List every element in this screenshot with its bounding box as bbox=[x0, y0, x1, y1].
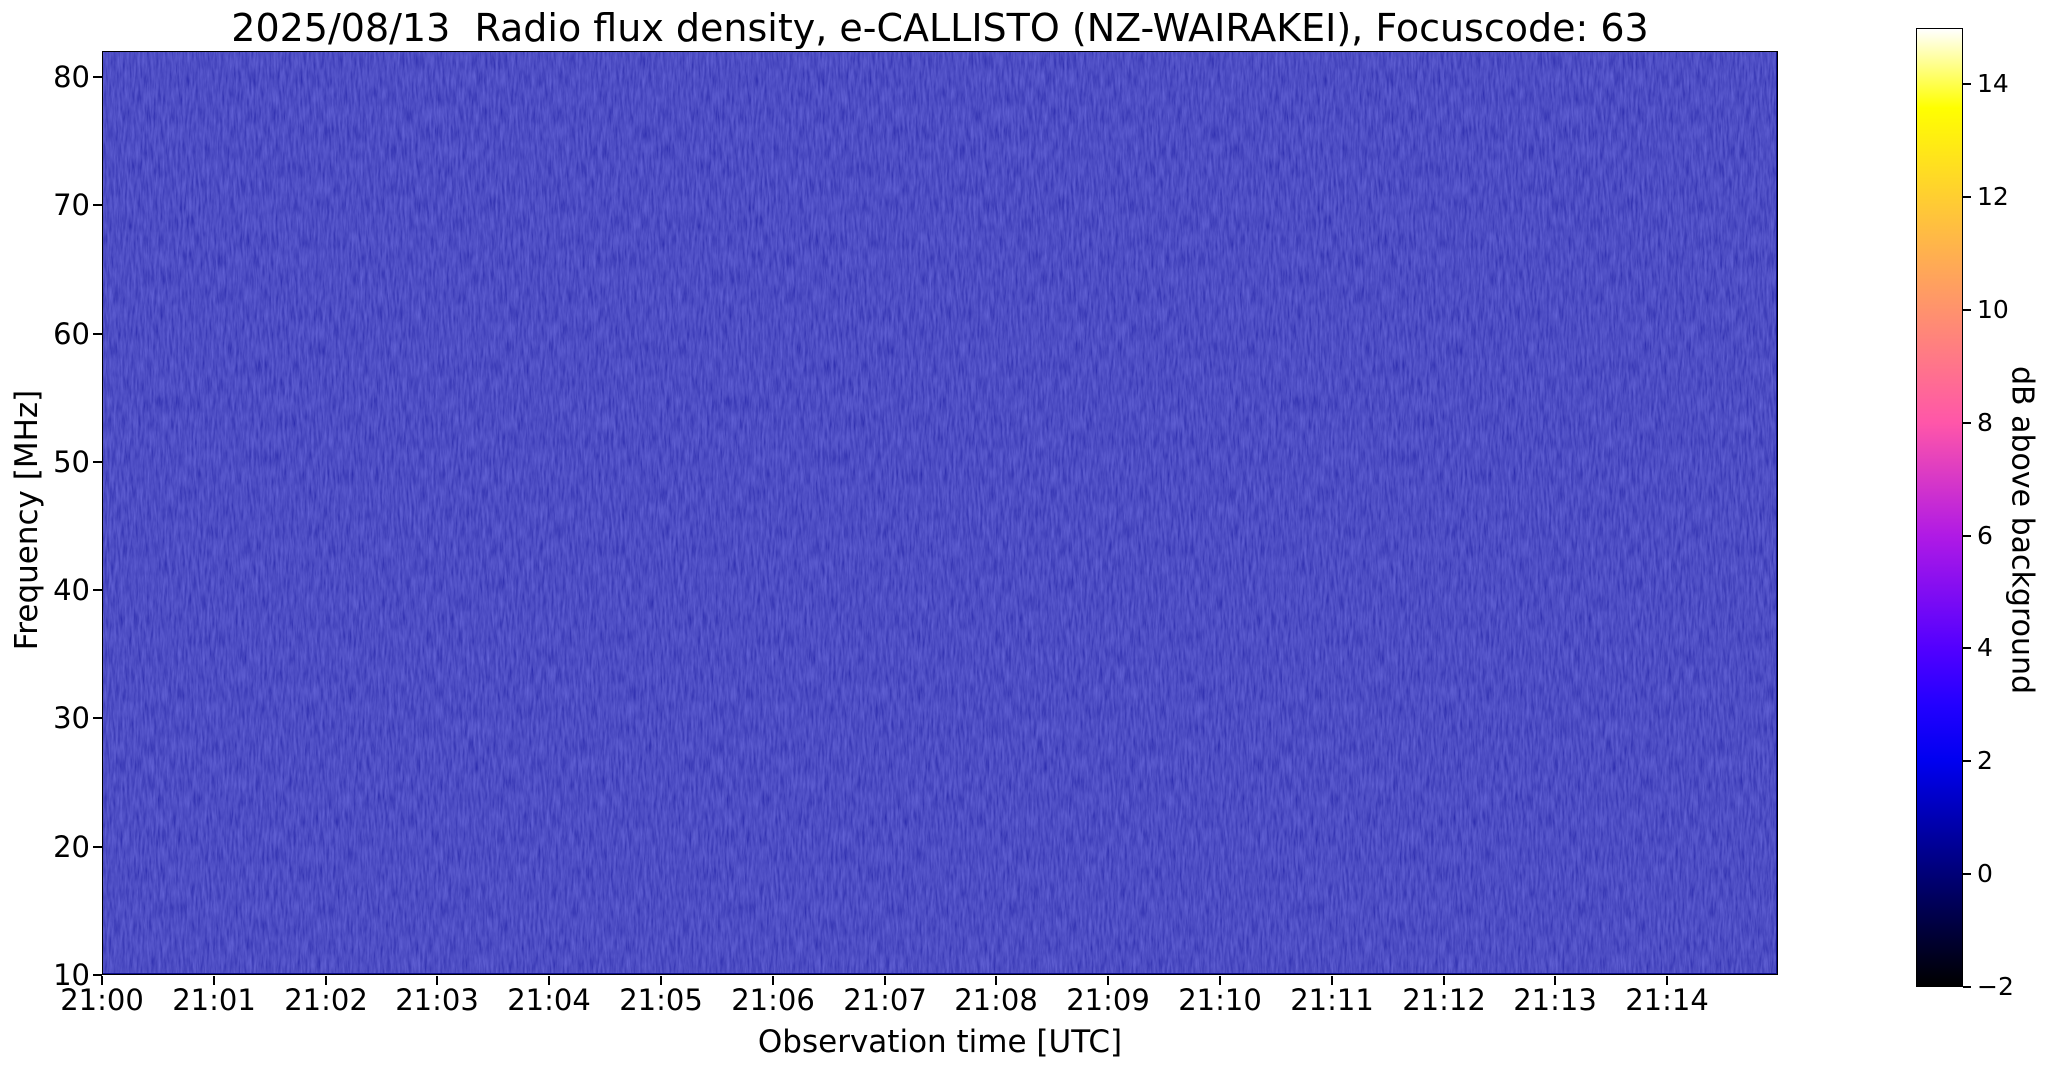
y-tick-mark bbox=[93, 974, 102, 976]
colorbar-tick-label: 12 bbox=[1977, 182, 2009, 211]
colorbar-tick-label: 0 bbox=[1977, 859, 1993, 888]
x-tick-mark bbox=[1107, 976, 1109, 985]
spectrogram-noise-image bbox=[103, 52, 1776, 973]
chart-title: 2025/08/13 Radio flux density, e-CALLIST… bbox=[231, 6, 1649, 50]
x-tick-label: 21:00 bbox=[60, 983, 144, 1017]
colorbar-tick-label: 14 bbox=[1977, 69, 2009, 98]
y-tick-label: 10 bbox=[53, 958, 90, 992]
x-tick-mark bbox=[548, 976, 550, 985]
x-tick-mark bbox=[1443, 976, 1445, 985]
colorbar-tick-label: 10 bbox=[1977, 295, 2009, 324]
colorbar-axis-label: dB above background bbox=[2004, 365, 2040, 695]
y-tick-label: 60 bbox=[53, 317, 90, 351]
x-tick-label: 21:11 bbox=[1290, 983, 1374, 1017]
y-tick-mark bbox=[93, 204, 102, 206]
y-tick-label: 70 bbox=[53, 188, 90, 222]
x-tick-mark bbox=[101, 976, 103, 985]
colorbar-tick-label: −2 bbox=[1977, 972, 2014, 1001]
y-tick-label: 50 bbox=[53, 445, 90, 479]
x-tick-label: 21:05 bbox=[619, 983, 703, 1017]
x-tick-label: 21:01 bbox=[172, 983, 256, 1017]
x-tick-mark bbox=[436, 976, 438, 985]
colorbar-tick-mark bbox=[1963, 196, 1971, 198]
colorbar-tick-mark bbox=[1963, 535, 1971, 537]
colorbar-tick-label: 2 bbox=[1977, 746, 1993, 775]
colorbar-tick-mark bbox=[1963, 873, 1971, 875]
x-tick-mark bbox=[1219, 976, 1221, 985]
y-tick-mark bbox=[93, 589, 102, 591]
y-tick-mark bbox=[93, 461, 102, 463]
y-tick-label: 20 bbox=[53, 830, 90, 864]
colorbar-tick-label: 8 bbox=[1977, 408, 1993, 437]
y-tick-mark bbox=[93, 846, 102, 848]
colorbar-tick-mark bbox=[1963, 83, 1971, 85]
colorbar-gradient bbox=[1916, 28, 1963, 987]
x-tick-mark bbox=[1554, 976, 1556, 985]
x-tick-label: 21:02 bbox=[284, 983, 368, 1017]
x-tick-mark bbox=[884, 976, 886, 985]
y-tick-label: 80 bbox=[53, 60, 90, 94]
colorbar-tick-mark bbox=[1963, 986, 1971, 988]
y-tick-label: 30 bbox=[53, 701, 90, 735]
x-tick-mark bbox=[325, 976, 327, 985]
x-tick-mark bbox=[213, 976, 215, 985]
x-tick-label: 21:07 bbox=[843, 983, 927, 1017]
x-tick-label: 21:04 bbox=[507, 983, 591, 1017]
x-tick-mark bbox=[1331, 976, 1333, 985]
colorbar-tick-label: 6 bbox=[1977, 521, 1993, 550]
y-tick-mark bbox=[93, 76, 102, 78]
x-tick-label: 21:06 bbox=[731, 983, 815, 1017]
colorbar-tick-label: 4 bbox=[1977, 633, 1993, 662]
y-tick-mark bbox=[93, 717, 102, 719]
x-tick-mark bbox=[660, 976, 662, 985]
spectrogram-plot-area bbox=[102, 51, 1778, 975]
y-tick-label: 40 bbox=[53, 573, 90, 607]
x-tick-label: 21:12 bbox=[1402, 983, 1486, 1017]
x-tick-mark bbox=[995, 976, 997, 985]
x-tick-mark bbox=[1666, 976, 1668, 985]
x-tick-label: 21:09 bbox=[1066, 983, 1150, 1017]
x-axis-label: Observation time [UTC] bbox=[757, 1024, 1123, 1060]
colorbar-tick-mark bbox=[1963, 309, 1971, 311]
x-tick-label: 21:10 bbox=[1178, 983, 1262, 1017]
x-tick-label: 21:14 bbox=[1625, 983, 1709, 1017]
x-tick-mark bbox=[772, 976, 774, 985]
y-tick-mark bbox=[93, 333, 102, 335]
colorbar-tick-mark bbox=[1963, 422, 1971, 424]
colorbar-tick-mark bbox=[1963, 647, 1971, 649]
x-tick-label: 21:08 bbox=[954, 983, 1038, 1017]
y-axis-label: Frequency [MHz] bbox=[9, 389, 45, 651]
x-tick-label: 21:13 bbox=[1513, 983, 1597, 1017]
x-tick-label: 21:03 bbox=[395, 983, 479, 1017]
colorbar-tick-mark bbox=[1963, 760, 1971, 762]
